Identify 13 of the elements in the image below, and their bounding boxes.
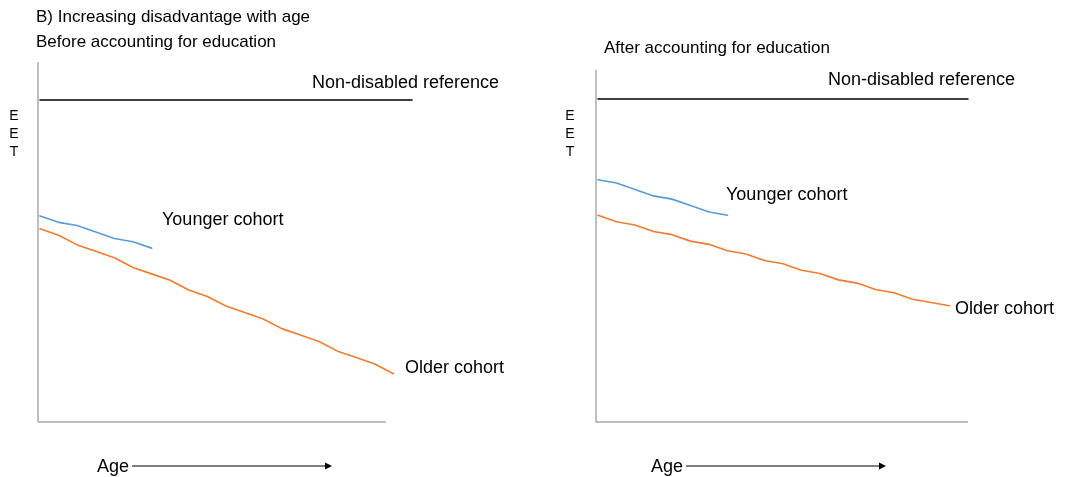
chart-title: After accounting for education	[604, 38, 830, 57]
series-label: Non-disabled reference	[828, 69, 1016, 89]
x-axis-title: Age	[97, 456, 130, 476]
series-label: Younger cohort	[162, 209, 284, 229]
series-label: Younger cohort	[726, 184, 848, 204]
y-axis-title: EET	[565, 107, 575, 159]
chart-subtitle: Before accounting for education	[36, 32, 277, 51]
series-label: Older cohort	[405, 357, 505, 377]
x-axis-title: Age	[651, 456, 684, 476]
series-label: Older cohort	[955, 298, 1055, 318]
series-label: Non-disabled reference	[312, 72, 500, 92]
y-axis-title: EET	[9, 107, 19, 159]
chart-title: B) Increasing disadvantage with age	[36, 7, 311, 26]
